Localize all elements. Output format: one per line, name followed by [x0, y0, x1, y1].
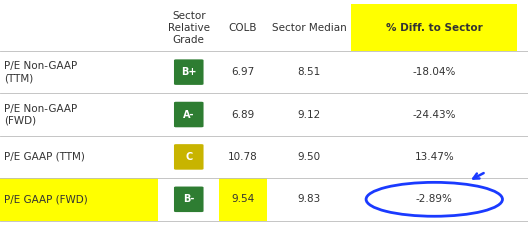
FancyBboxPatch shape [174, 187, 203, 212]
Bar [351, 4, 517, 51]
FancyBboxPatch shape [174, 102, 203, 127]
Text: A-: A- [183, 110, 194, 119]
FancyBboxPatch shape [174, 59, 203, 85]
Text: 6.89: 6.89 [231, 110, 254, 119]
Text: 9.12: 9.12 [297, 110, 320, 119]
Text: P/E GAAP (FWD): P/E GAAP (FWD) [4, 194, 88, 204]
Text: 9.83: 9.83 [297, 194, 320, 204]
Text: 6.97: 6.97 [231, 67, 254, 77]
Text: 9.50: 9.50 [297, 152, 320, 162]
Bar [219, 178, 267, 220]
Text: 8.51: 8.51 [297, 67, 320, 77]
Text: COLB: COLB [229, 23, 257, 33]
Text: % Diff. to Sector: % Diff. to Sector [386, 23, 483, 33]
Text: B-: B- [183, 194, 194, 204]
Text: P/E GAAP (TTM): P/E GAAP (TTM) [4, 152, 85, 162]
Text: B+: B+ [181, 67, 196, 77]
FancyBboxPatch shape [174, 144, 203, 170]
Text: -18.04%: -18.04% [412, 67, 456, 77]
Text: Sector
Relative
Grade: Sector Relative Grade [168, 11, 210, 45]
Text: 13.47%: 13.47% [414, 152, 454, 162]
Text: P/E Non-GAAP
(FWD): P/E Non-GAAP (FWD) [4, 104, 78, 126]
Text: Sector Median: Sector Median [271, 23, 346, 33]
Text: -2.89%: -2.89% [416, 194, 452, 204]
Text: P/E Non-GAAP
(TTM): P/E Non-GAAP (TTM) [4, 61, 78, 83]
Text: 10.78: 10.78 [228, 152, 258, 162]
Text: -24.43%: -24.43% [412, 110, 456, 119]
Text: C: C [185, 152, 192, 162]
Bar [0, 178, 158, 220]
Text: 9.54: 9.54 [231, 194, 254, 204]
